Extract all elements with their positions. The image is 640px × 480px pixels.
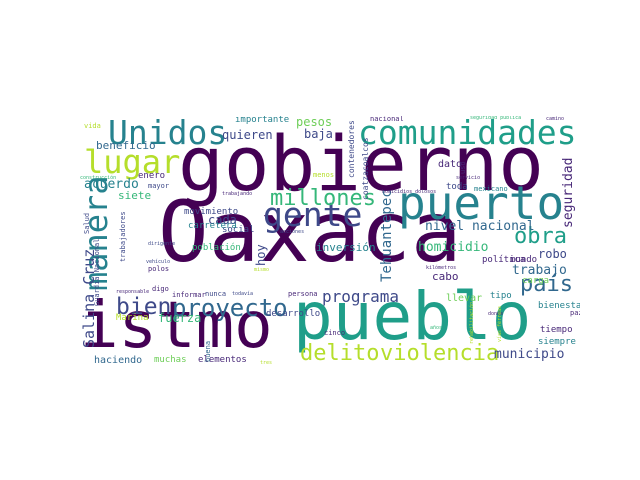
word-acuerdo: acuerdo (84, 177, 139, 192)
word-siete: siete (118, 189, 152, 202)
word-programa: programa (322, 287, 400, 306)
word-elementos: elementos (198, 355, 247, 365)
word-tres: tres (260, 360, 273, 366)
word-toda: toda (446, 182, 468, 192)
word-enero: enero (138, 171, 166, 181)
word-trabajadores: trabajadores (119, 211, 127, 262)
word-nacional: nacional (370, 116, 404, 123)
word-carga: carga (522, 276, 550, 286)
word-tiempo: tiempo (540, 325, 573, 335)
word-tipo: tipo (490, 291, 512, 301)
word-persona: persona (288, 290, 318, 298)
word-uso: uso (459, 161, 467, 174)
word-marina: Marina (116, 313, 149, 323)
word-desarrollo: desarrollo (266, 309, 321, 319)
word-servicio: servicio (456, 175, 481, 181)
word-mexicano: mexicano (474, 185, 508, 193)
word-todavia: todavía (232, 291, 254, 297)
word-paz: paz (570, 309, 580, 317)
word-acciones: acciones (280, 229, 305, 235)
word-cada: cada (208, 213, 237, 227)
word-hoy: hoy (254, 244, 268, 266)
word-muchas: muchas (154, 355, 187, 365)
word-nunca: nunca (205, 290, 227, 298)
word-tehuantepec: Tehuantepec (379, 189, 395, 282)
word-buena: buena (204, 340, 212, 362)
word-social: social (222, 225, 255, 235)
word-rehabilitacion: rehabilitación (469, 301, 475, 344)
word-cloud: Oaxaca gobierno istmo pueblo comunidades… (80, 116, 580, 374)
word-menos: menos (313, 171, 335, 179)
word-cabo: cabo (432, 270, 459, 283)
word-pais: país (520, 272, 573, 297)
word-mundo: mundo (510, 255, 538, 265)
word-salud: Salud (83, 212, 91, 234)
word-millones: millones (270, 186, 376, 211)
word-trabajo: trabajo (512, 263, 567, 278)
word-lugar: lugar (84, 143, 181, 181)
word-istmo: istmo (80, 289, 273, 363)
word-politica: política (482, 255, 526, 265)
word-carretera: carretera (188, 221, 237, 231)
word-mismo: mismo (254, 267, 270, 273)
word-seguridad: seguridad (561, 157, 576, 228)
word-unidos: Unidos (108, 116, 228, 152)
word-poblacion: población (192, 243, 241, 253)
word-informar: informar (172, 291, 206, 299)
word-polos: polos (148, 265, 170, 273)
word-camino: camino (546, 116, 565, 122)
word-importante: importante (235, 116, 290, 125)
word-municipio: municipio (494, 347, 565, 362)
word-movimiento: movimiento (184, 207, 239, 217)
word-comunidades: comunidades (358, 116, 577, 152)
word-puerto: puerto (398, 176, 565, 230)
word-anos: años (430, 325, 443, 331)
word-seguridad-publica: seguridad pública (470, 116, 522, 121)
word-donde: donde (488, 311, 504, 317)
word-digo: digo (152, 285, 169, 293)
word-proyecto: proyecto (172, 294, 288, 322)
word-trabajando: trabajando (222, 191, 253, 197)
word-contenedores: contenedores (347, 120, 356, 178)
word-beneficio: beneficio (96, 139, 156, 152)
word-responsable: responsable (116, 289, 150, 295)
word-pueblo: pueblo (293, 278, 532, 355)
word-guardia-nacional: Guardia Nacional (93, 238, 101, 306)
word-pesos: pesos (296, 116, 333, 129)
word-vias-ferreas: vías férreas (497, 305, 503, 342)
word-fuerza: fuerza (158, 311, 202, 325)
word-llevar: llevar (446, 293, 483, 304)
word-obra: obra (514, 224, 567, 249)
word-homicidio: homicidio (418, 240, 489, 255)
word-vehiculo: vehículo (146, 259, 171, 265)
word-oaxaca: Oaxaca (158, 183, 462, 281)
word-nivel-nacional: nivel nacional (425, 219, 535, 234)
word-manera: gente (263, 195, 363, 234)
word-baja: baja (304, 127, 333, 141)
word-dirigente: dirigente (148, 241, 176, 247)
word-bienestar: bienestar (538, 301, 580, 311)
word-robo: robo (538, 247, 567, 261)
word-coatzacoalcos: coatzacoalcos (361, 137, 370, 200)
word-cinco: cinco (324, 329, 346, 337)
word-delito: delito (300, 341, 380, 366)
word-bien: bien (116, 294, 172, 320)
word-haciendo: haciendo (94, 355, 143, 366)
word-gobierno: gobierno (178, 119, 545, 208)
word-vida: vida (84, 122, 101, 130)
word-kilometros: kilómetros (426, 265, 457, 271)
word-inversion: inversión (316, 241, 376, 254)
word-dato: dato (438, 159, 463, 170)
word-violencia: violencia (380, 341, 500, 366)
word-mayor: mayor (148, 182, 170, 190)
word-quieren: quieren (222, 128, 273, 142)
word-homicidios-dolosos: homicidios dolosos (382, 189, 437, 195)
word-construccion: construcción (80, 175, 117, 181)
word-siempre: siempre (538, 337, 576, 347)
